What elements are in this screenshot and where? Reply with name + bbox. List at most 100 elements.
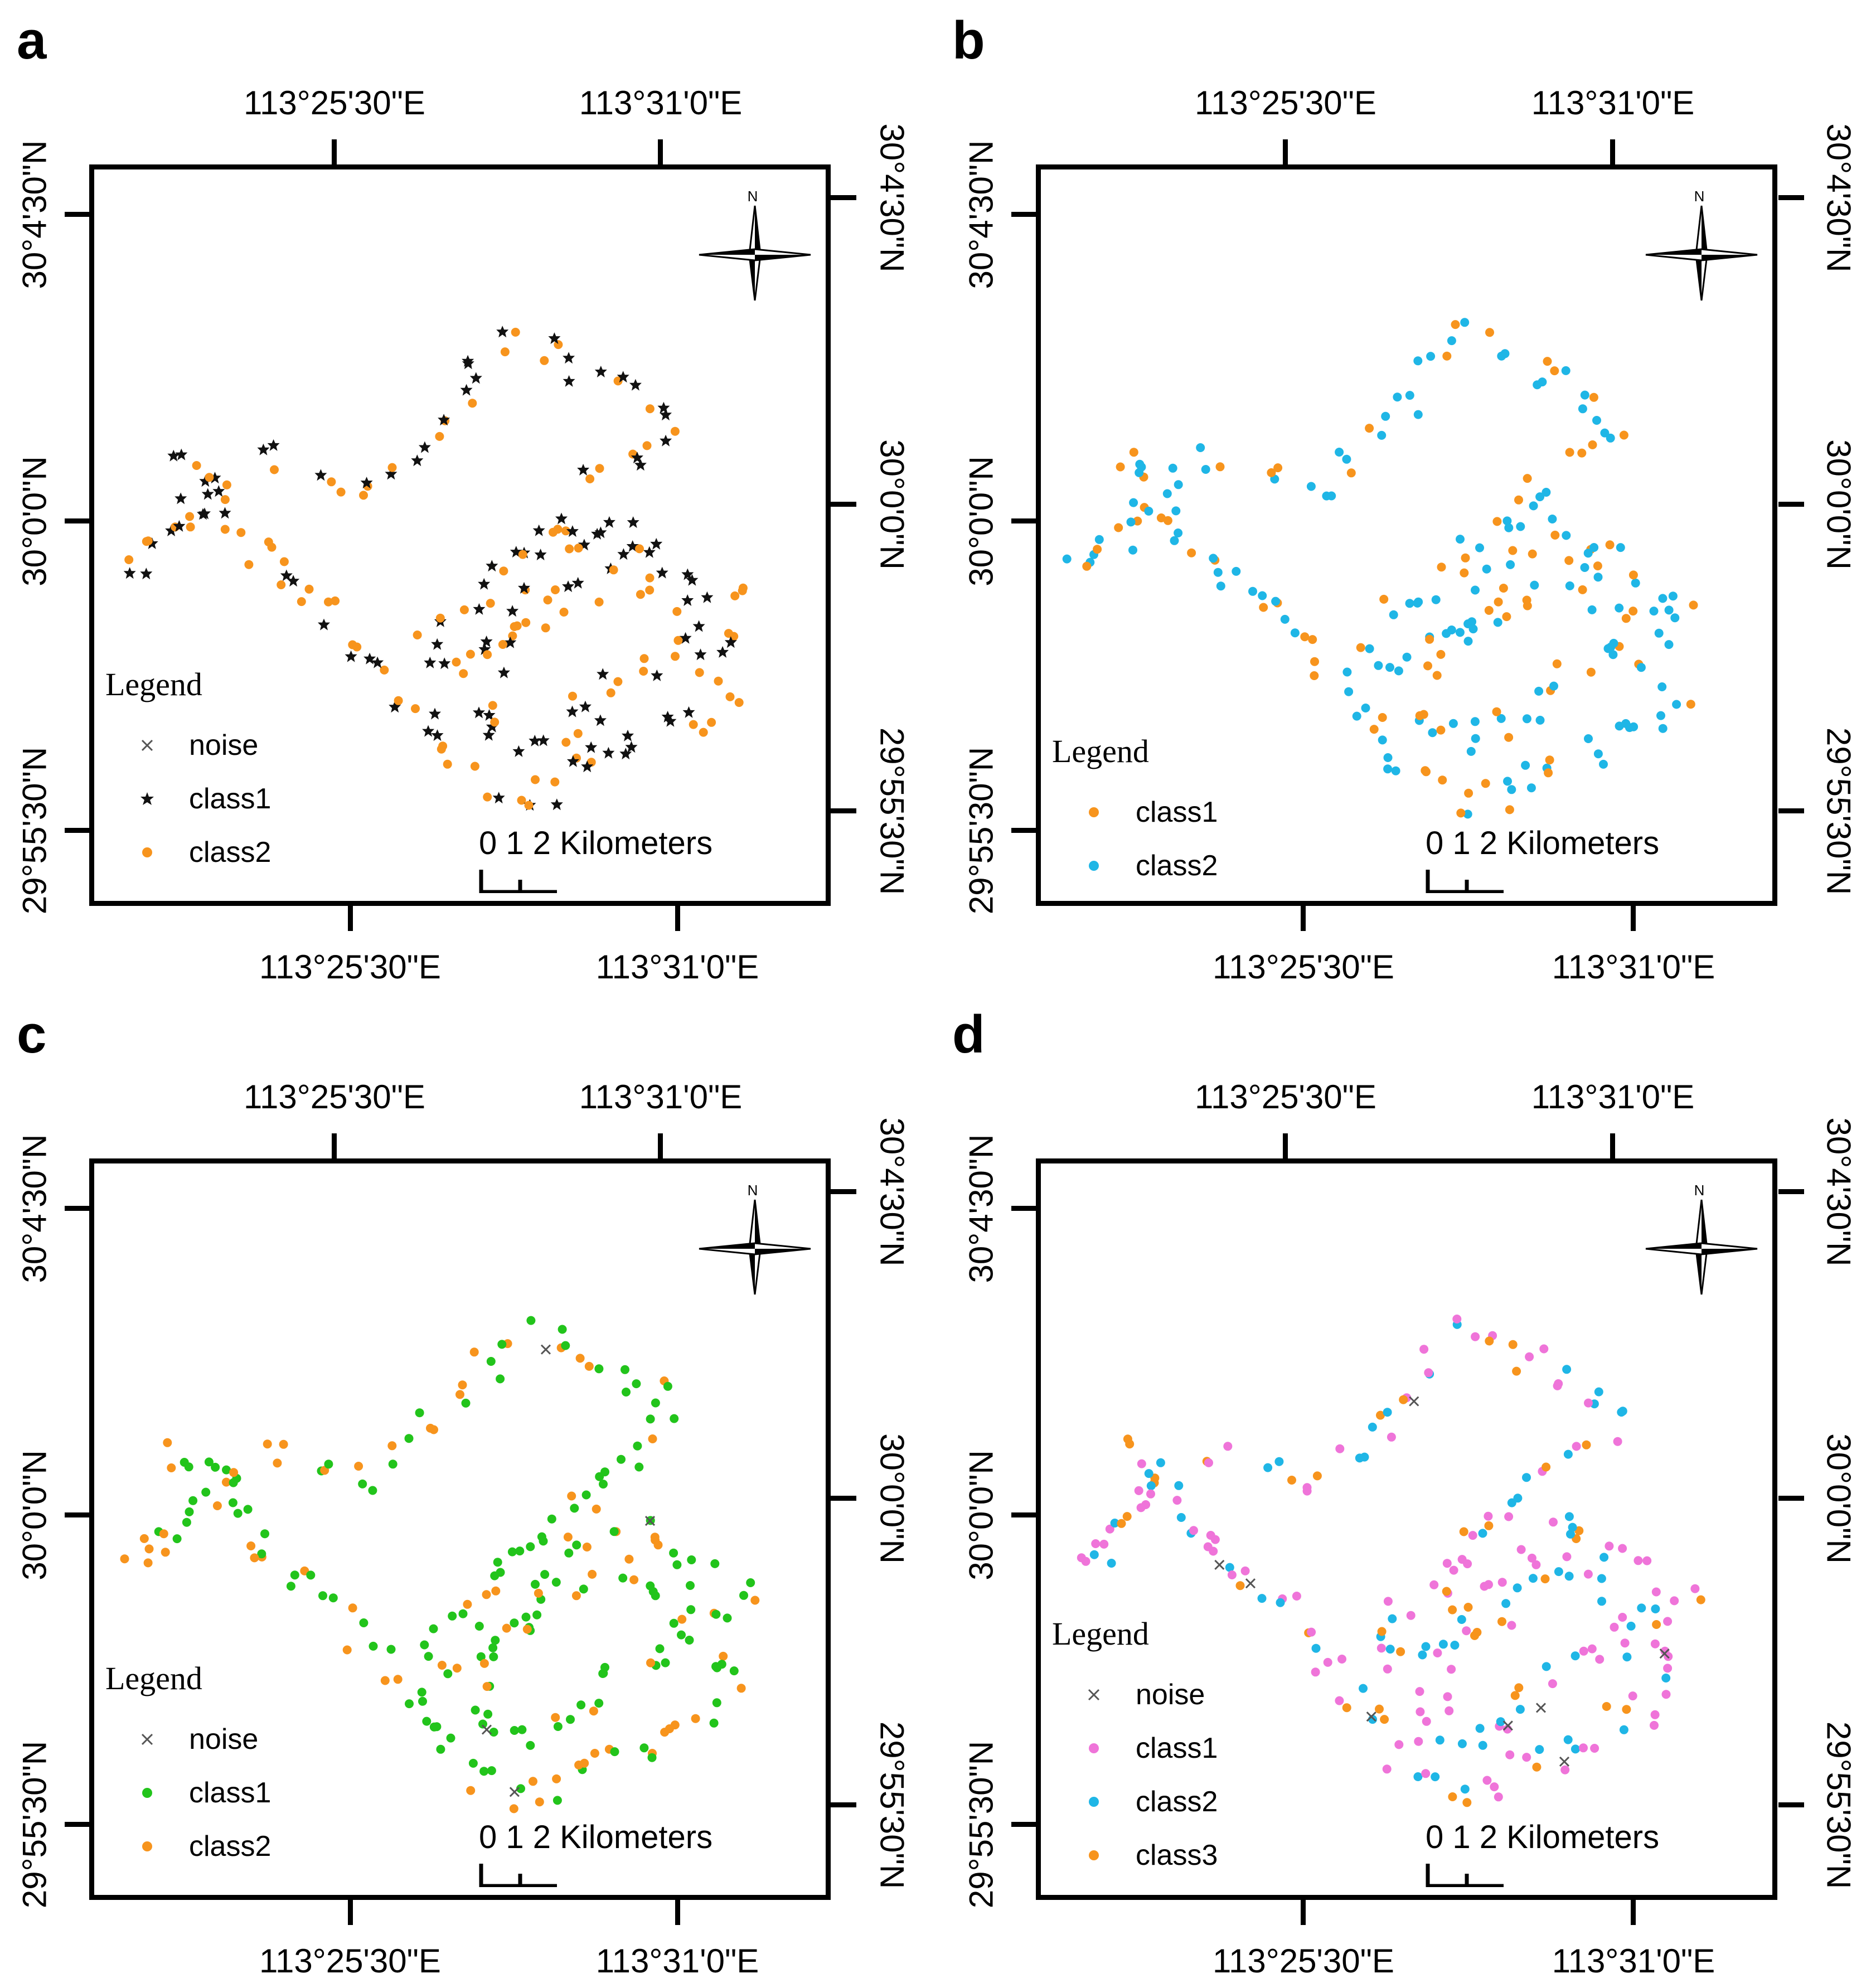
class-dot-point: [1276, 1598, 1285, 1607]
class-dot-point: [229, 1478, 238, 1487]
class-dot-point: [228, 1498, 237, 1507]
class-dot-point: [471, 1705, 480, 1715]
class-dot-point: [1365, 424, 1374, 433]
class-dot-point: [592, 1504, 601, 1514]
class-dot-point: [540, 356, 549, 365]
class1-star-point: [469, 372, 482, 384]
class-dot-point: [1204, 1458, 1213, 1467]
class-dot-point: [1578, 585, 1587, 594]
legend-label: noise: [189, 729, 259, 762]
class-dot-point: [734, 698, 744, 707]
class-dot-point: [1376, 1410, 1385, 1420]
class-dot-point: [1461, 553, 1470, 563]
class-dot-point: [185, 1507, 194, 1516]
class-dot-point: [639, 654, 649, 663]
class-dot-point: [633, 1441, 642, 1451]
class-dot-point: [490, 1571, 500, 1580]
class-dot-point: [220, 525, 230, 534]
class-dot-point: [1399, 1395, 1408, 1404]
class1-star-point: [123, 567, 136, 579]
class-dot-point: [552, 1796, 562, 1805]
class-dot-point: [1588, 440, 1597, 449]
right-lat-label-3: 29°55'30"N: [873, 727, 911, 895]
class-dot-point: [1382, 1764, 1392, 1774]
class-dot-point: [479, 1767, 489, 1776]
class-dot-point: [438, 741, 448, 751]
class-dot-point: [1526, 783, 1536, 793]
class-dot-point: [1475, 1724, 1485, 1733]
class1-star-point: [146, 537, 158, 549]
class-dot-point: [526, 1316, 536, 1325]
tick: [658, 1133, 663, 1159]
class-dot-point: [404, 1434, 414, 1443]
class-dot-point: [185, 512, 195, 521]
class-dot-point: [621, 1365, 629, 1374]
class-dot-point: [1658, 594, 1668, 603]
class-dot-point: [1605, 540, 1615, 550]
class-dot-point: [510, 1618, 519, 1628]
class1-star-point: [566, 755, 579, 767]
class-dot-point: [1527, 1553, 1536, 1563]
class-dot-point: [1378, 713, 1387, 722]
class-dot-point: [1494, 597, 1503, 607]
class-dot-point: [1500, 349, 1510, 358]
class-dot-point: [1144, 1469, 1153, 1478]
noise-x-point: [644, 1516, 656, 1526]
class-dot-point: [482, 1682, 492, 1691]
class-dot-point: [1649, 607, 1659, 616]
tick: [1011, 1822, 1037, 1827]
class-dot-point: [534, 1588, 543, 1598]
class-dot-point: [595, 1472, 604, 1481]
class-dot-point: [1203, 1542, 1213, 1551]
left-lat-label-3: 29°55'30"N: [16, 1740, 54, 1909]
panel-letter: c: [17, 1005, 47, 1064]
class-dot-point: [510, 622, 519, 631]
class-dot-point: [498, 640, 507, 649]
class-dot-point: [1501, 1599, 1511, 1608]
class-dot-point: [1442, 351, 1452, 361]
class-dot-point: [710, 1559, 720, 1568]
class-dot-point: [188, 1496, 198, 1505]
class-dot-point: [609, 565, 618, 575]
right-lat-label-3: 29°55'30"N: [873, 1721, 911, 1889]
class-dot-point: [159, 1529, 168, 1539]
class-dot-point: [1664, 605, 1674, 615]
class-dot-point: [1451, 320, 1460, 329]
class-dot-point: [1093, 545, 1102, 554]
class1-star-point: [594, 714, 607, 726]
class-dot-point: [739, 1591, 748, 1600]
class-dot-point: [1564, 1572, 1574, 1581]
class1-star-point: [661, 711, 674, 723]
class1-star-point: [537, 734, 550, 746]
class-dot-point: [496, 1374, 505, 1384]
class-dot-point: [1619, 1725, 1628, 1734]
class1-star-point: [555, 512, 568, 525]
bottom-lon-label-2: 113°31'0"E: [1552, 1942, 1715, 1980]
class-dot-point: [486, 1357, 496, 1366]
class1-star-point: [603, 516, 615, 528]
class-dot-point: [610, 1747, 619, 1757]
class-dot-point: [584, 1361, 594, 1371]
class-dot-point: [1663, 1617, 1673, 1626]
class-dot-point: [1542, 488, 1551, 497]
class-dot-point: [354, 1462, 363, 1471]
scale-bar: 0 1 2 Kilometers: [479, 1819, 712, 1890]
class-dot-point: [1650, 1710, 1660, 1719]
class1-star-point: [563, 352, 575, 364]
class-dot-point: [677, 1630, 686, 1640]
right-lat-label-2: 30°0'0"N: [1820, 1433, 1858, 1564]
class-dot-point: [1642, 1556, 1652, 1565]
class-dot-point: [1565, 581, 1574, 590]
class-dot-point: [1378, 735, 1387, 745]
class-dot-point: [550, 777, 560, 787]
class1-star-point: [431, 638, 444, 650]
class1-star-point: [486, 720, 498, 733]
class1-star-point: [257, 443, 270, 455]
point-layer: [1062, 318, 1698, 819]
class-dot-point: [499, 566, 508, 576]
class-dot-point: [1428, 728, 1437, 738]
class1-star-point: [594, 366, 607, 377]
class-dot-point: [1484, 605, 1494, 615]
tick: [675, 905, 680, 931]
class-dot-point: [687, 1555, 696, 1564]
